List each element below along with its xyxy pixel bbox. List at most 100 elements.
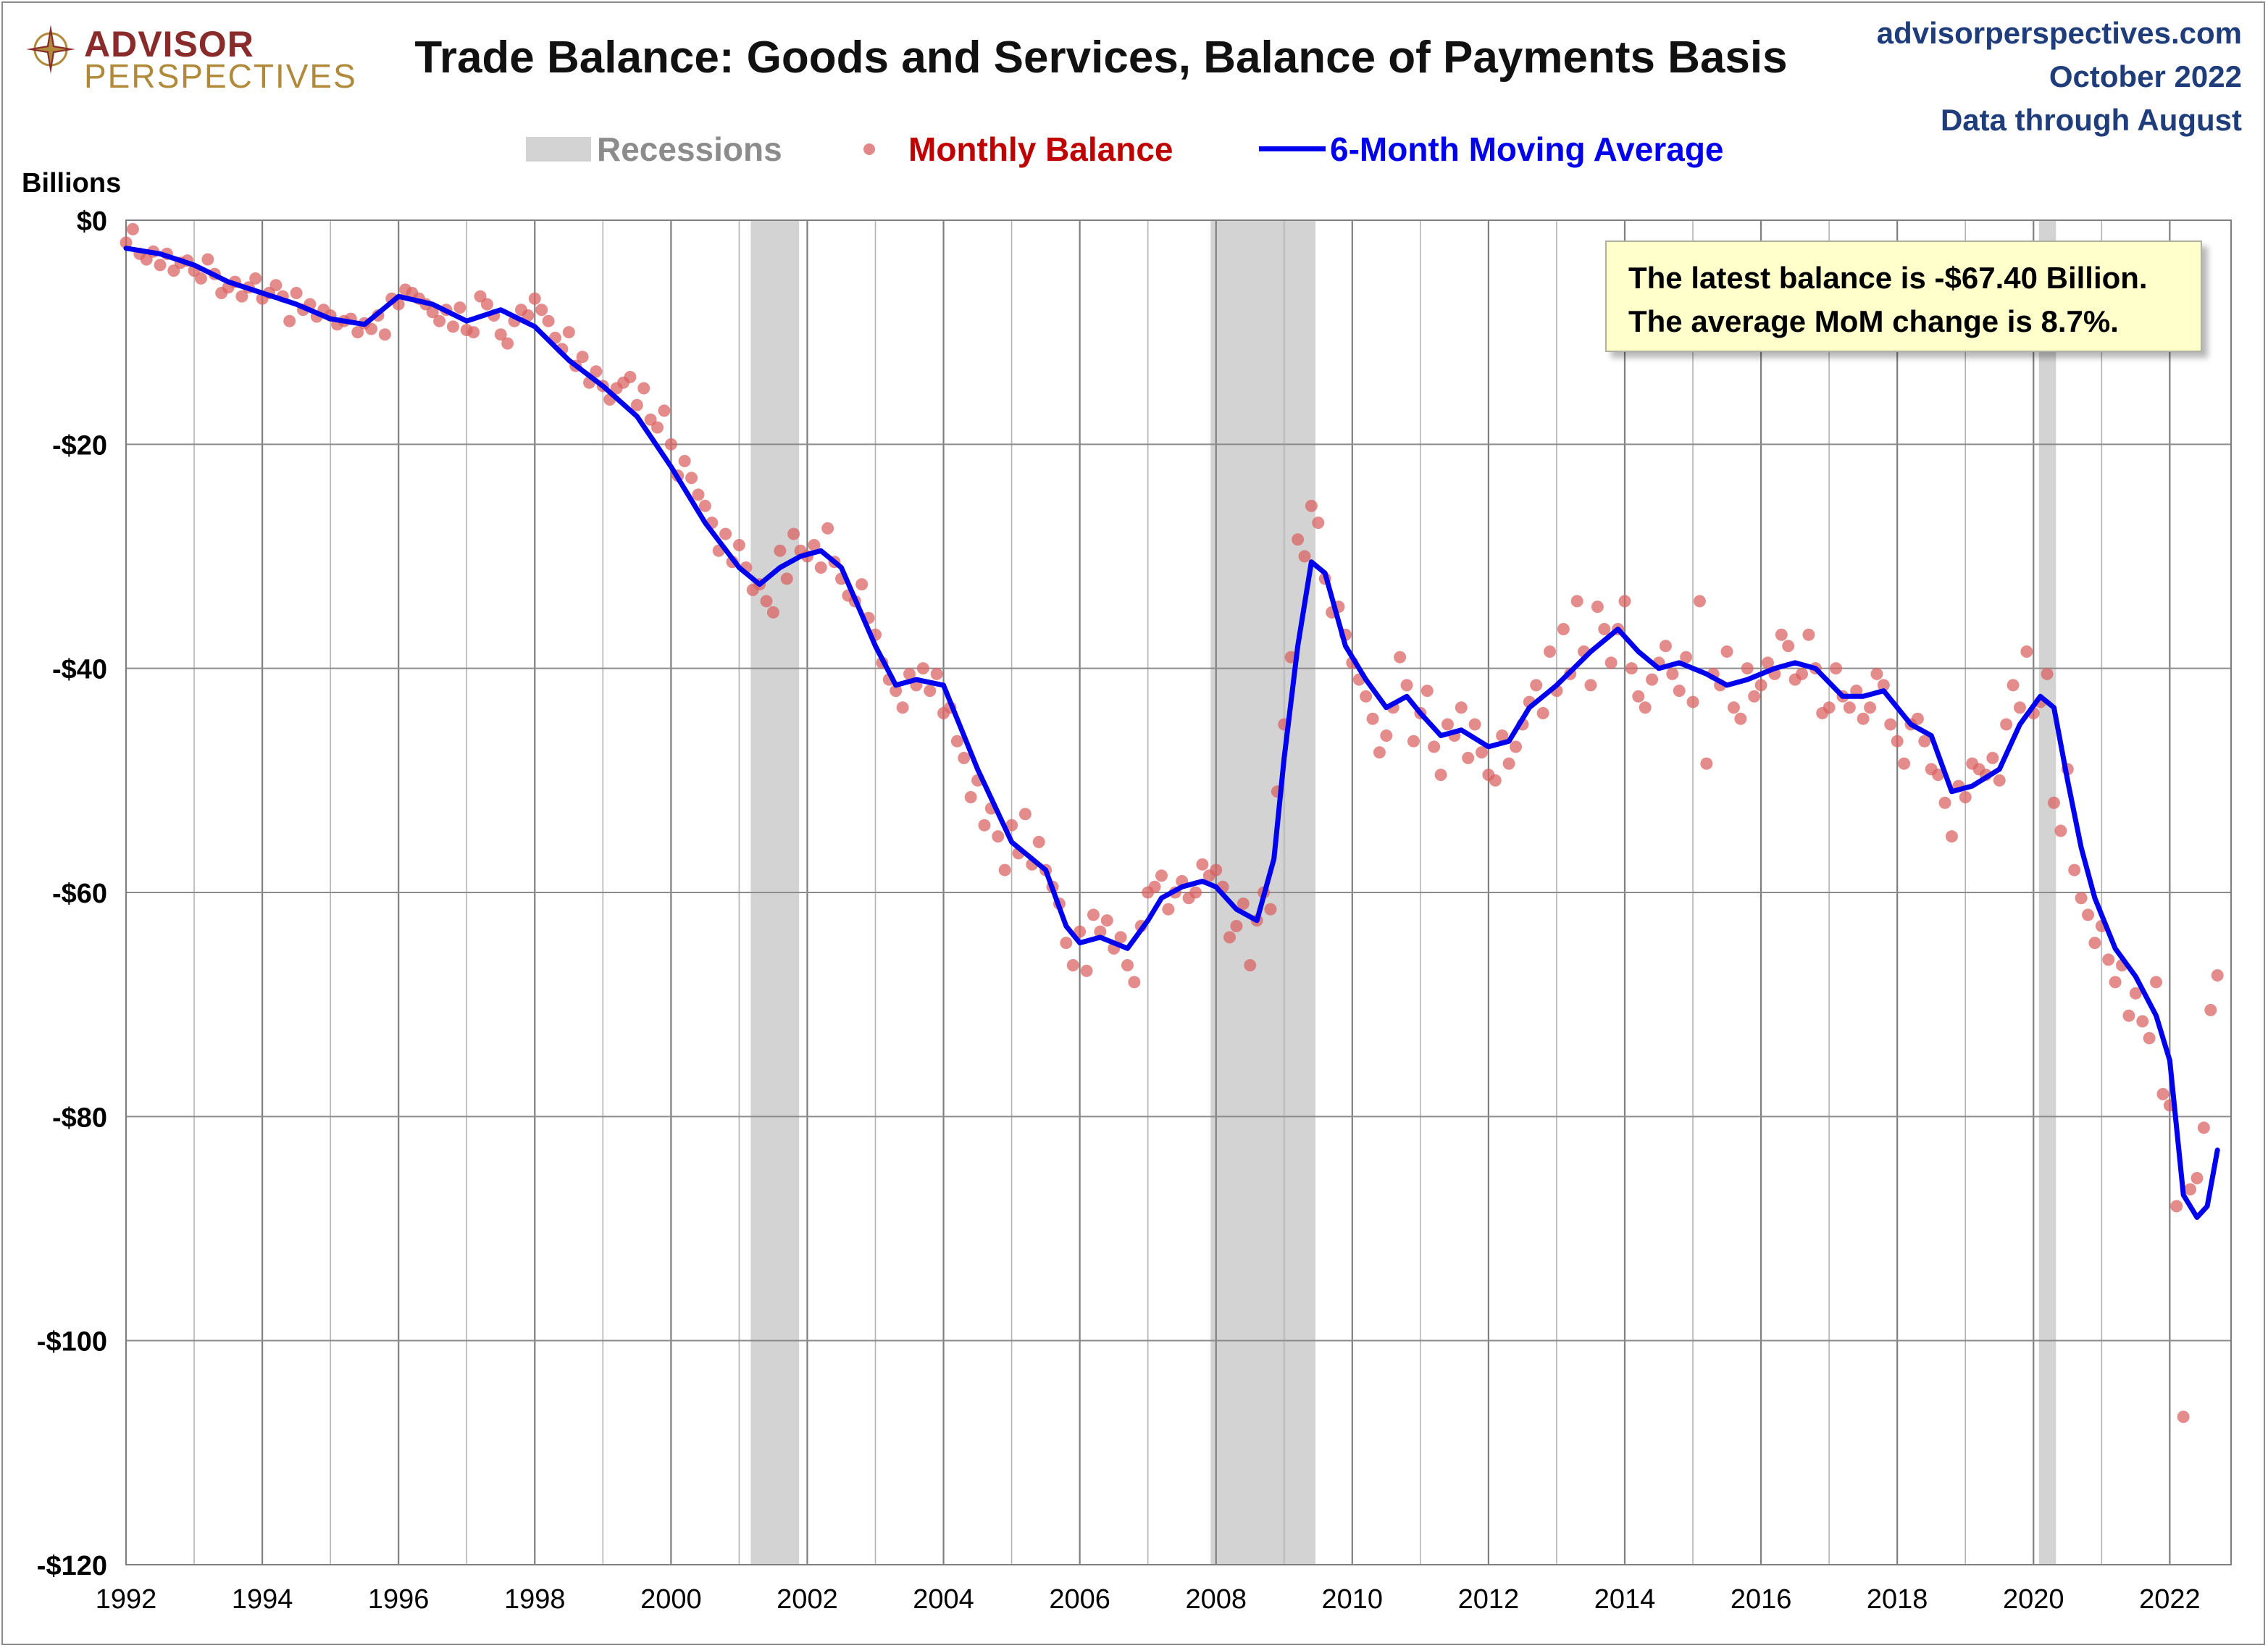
monthly-balance-point xyxy=(494,328,507,341)
monthly-balance-point xyxy=(719,527,732,540)
monthly-balance-point xyxy=(924,685,937,698)
monthly-balance-point xyxy=(1128,976,1141,989)
x-tick-label: 1998 xyxy=(504,1584,566,1615)
monthly-balance-point xyxy=(542,314,555,327)
legend-monthly: Monthly Balance xyxy=(863,125,1173,168)
monthly-balance-point xyxy=(576,351,589,364)
monthly-balance-point xyxy=(2170,1200,2183,1213)
monthly-balance-point xyxy=(1502,757,1515,770)
source-date: October 2022 xyxy=(2049,59,2242,93)
monthly-balance-point xyxy=(2007,679,2020,692)
monthly-balance-point xyxy=(814,561,827,574)
monthly-balance-point xyxy=(1680,651,1693,664)
plot-area-border xyxy=(125,219,2232,1565)
monthly-balance-point xyxy=(1639,701,1652,714)
monthly-balance-point xyxy=(1625,662,1638,675)
monthly-balance-point xyxy=(562,326,575,339)
monthly-balance-point xyxy=(480,298,493,311)
monthly-balance-point xyxy=(1823,701,1836,714)
monthly-balance-point xyxy=(630,398,643,411)
monthly-balance-point xyxy=(2136,1015,2149,1028)
x-tick-label: 2000 xyxy=(640,1584,702,1615)
x-tick-label: 1994 xyxy=(232,1584,293,1615)
monthly-balance-point xyxy=(2129,987,2142,1000)
monthly-balance-point xyxy=(808,539,821,552)
monthly-balance-point xyxy=(1666,667,1679,680)
monthly-balance-point xyxy=(1428,740,1441,753)
monthly-balance-point xyxy=(1734,712,1747,725)
monthly-balance-point xyxy=(1938,796,1951,809)
monthly-balance-point xyxy=(685,472,698,485)
monthly-balance-point xyxy=(1462,751,1475,764)
monthly-balance-point xyxy=(453,301,466,314)
monthly-balance-point xyxy=(2082,908,2095,921)
monthly-balance-point xyxy=(732,539,745,552)
monthly-marker-swatch xyxy=(863,143,875,155)
compass-icon xyxy=(26,25,75,74)
monthly-balance-point xyxy=(978,819,991,832)
monthly-balance-point xyxy=(126,222,139,235)
monthly-balance-point xyxy=(1298,550,1311,563)
monthly-balance-point xyxy=(658,404,671,417)
monthly-balance-point xyxy=(2177,1410,2190,1423)
monthly-balance-point xyxy=(1264,903,1277,916)
monthly-balance-point xyxy=(624,371,637,384)
monthly-balance-point xyxy=(1312,516,1325,530)
monthly-balance-point xyxy=(249,272,262,285)
monthly-balance-point xyxy=(1932,769,1945,782)
monthly-balance-point xyxy=(351,326,364,339)
monthly-balance-point xyxy=(1407,735,1420,748)
y-tick-label: -$100 xyxy=(37,1327,107,1358)
x-tick-label: 2004 xyxy=(913,1584,974,1615)
monthly-balance-point xyxy=(1864,701,1877,714)
monthly-balance-point xyxy=(1476,746,1489,759)
monthly-balance-point xyxy=(365,322,378,335)
monthly-balance-point xyxy=(890,685,903,698)
monthly-balance-point xyxy=(992,830,1005,843)
monthly-balance-point xyxy=(2190,1171,2204,1184)
monthly-balance-point xyxy=(426,306,439,319)
monthly-balance-point xyxy=(1080,964,1093,977)
source-url[interactable]: advisorperspectives.com xyxy=(1876,16,2242,50)
monthly-balance-point xyxy=(1360,690,1373,703)
monthly-balance-point xyxy=(896,701,909,714)
monthly-balance-point xyxy=(433,314,446,327)
monthly-balance-point xyxy=(522,309,535,322)
monthly-balance-point xyxy=(1292,533,1305,546)
source-block: advisorperspectives.com October 2022 Dat… xyxy=(1877,12,2242,142)
legend-moving-average-label: 6-Month Moving Average xyxy=(1330,130,1724,168)
x-tick-label: 2022 xyxy=(2139,1584,2201,1615)
x-tick-label: 2012 xyxy=(1458,1584,1520,1615)
monthly-balance-point xyxy=(760,595,773,608)
monthly-balance-point xyxy=(2020,645,2033,658)
monthly-balance-point xyxy=(1843,701,1856,714)
monthly-balance-point xyxy=(1618,595,1631,608)
logo-text-top: ADVISOR xyxy=(84,24,254,64)
monthly-balance-point xyxy=(283,314,296,327)
monthly-balance-point xyxy=(235,290,248,303)
monthly-balance-point xyxy=(1796,667,1809,680)
monthly-balance-point xyxy=(1121,959,1134,972)
monthly-balance-point xyxy=(2204,1003,2217,1016)
x-tick-label: 2018 xyxy=(1867,1584,1928,1615)
monthly-balance-point xyxy=(1720,645,1733,658)
monthly-balance-point xyxy=(1604,656,1618,669)
monthly-balance-point xyxy=(1074,925,1087,938)
monthly-balance-point xyxy=(1155,869,1168,882)
monthly-balance-point xyxy=(1032,835,1045,848)
monthly-balance-point xyxy=(2041,667,2054,680)
x-tick-label: 1996 xyxy=(368,1584,430,1615)
monthly-balance-point xyxy=(1857,712,1870,725)
monthly-balance-point xyxy=(2088,937,2101,950)
monthly-balance-point xyxy=(1455,701,1468,714)
x-tick-label: 2002 xyxy=(777,1584,838,1615)
monthly-balance-point xyxy=(1510,740,1523,753)
monthly-balance-point xyxy=(1060,937,1073,950)
monthly-balance-point xyxy=(446,320,459,333)
monthly-balance-point xyxy=(664,438,677,451)
monthly-balance-point xyxy=(1544,645,1557,658)
monthly-balance-point xyxy=(1162,903,1175,916)
monthly-balance-point xyxy=(1468,718,1481,731)
monthly-balance-point xyxy=(950,735,963,748)
